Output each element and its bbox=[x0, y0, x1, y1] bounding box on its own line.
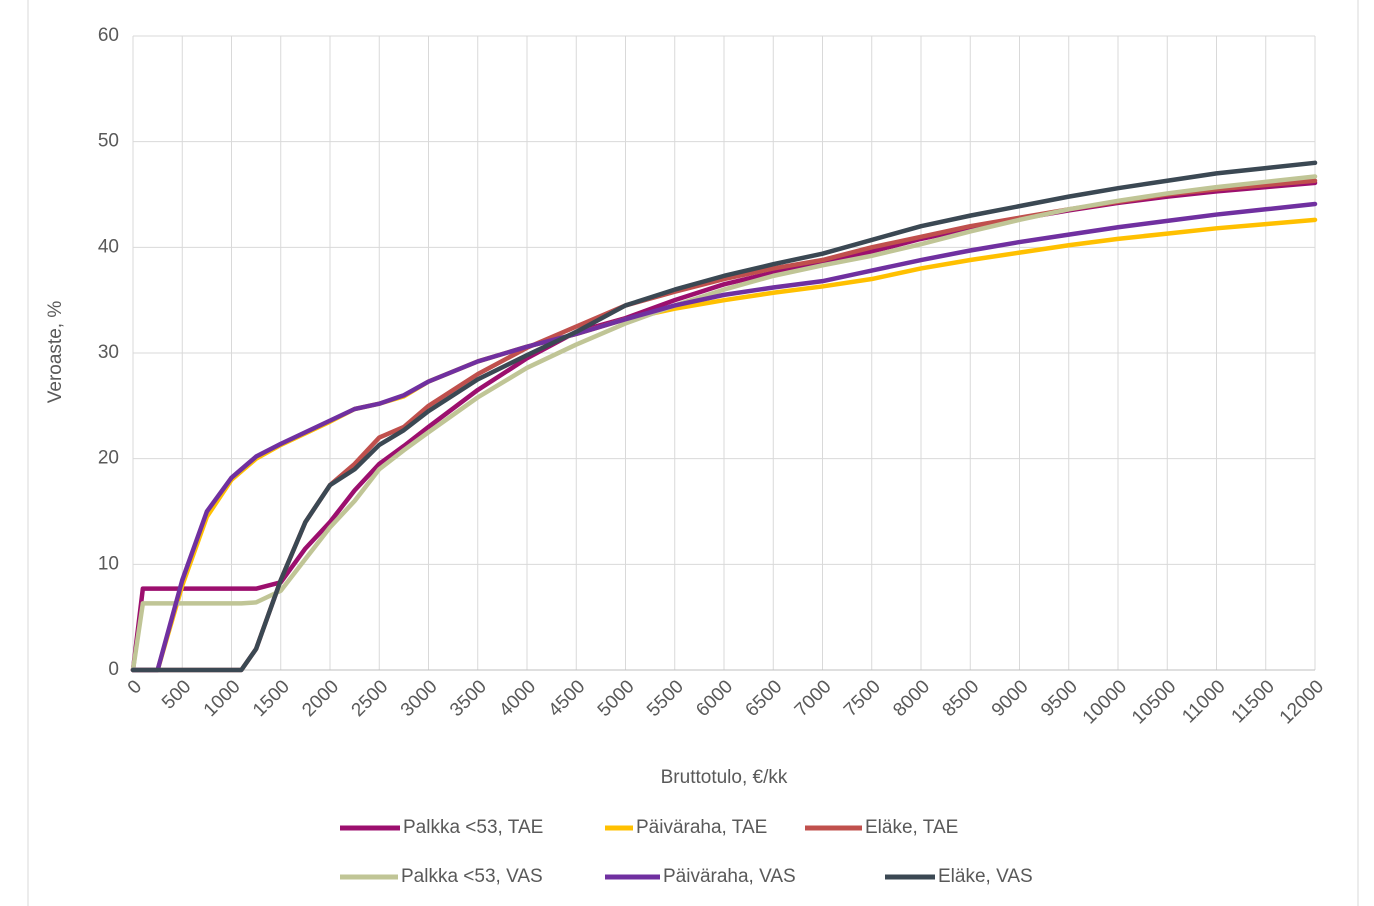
x-tick-label: 11000 bbox=[1178, 676, 1229, 727]
y-tick-label: 60 bbox=[98, 25, 119, 46]
x-tick-label: 12000 bbox=[1276, 676, 1328, 728]
x-tick-label: 10500 bbox=[1128, 676, 1180, 728]
x-tick-label: 0 bbox=[124, 676, 146, 698]
x-tick-label: 7000 bbox=[791, 676, 836, 721]
y-tick-label: 50 bbox=[98, 131, 119, 152]
legend-label: Palkka <53, VAS bbox=[401, 866, 543, 887]
y-axis-title: Veroaste, % bbox=[45, 301, 66, 404]
legend-label: Eläke, VAS bbox=[938, 866, 1033, 887]
y-tick-label: 40 bbox=[98, 236, 119, 257]
x-tick-label: 2000 bbox=[298, 676, 343, 721]
x-tick-label: 6500 bbox=[742, 676, 787, 721]
legend-label: Palkka <53, TAE bbox=[403, 817, 543, 838]
x-tick-label: 2500 bbox=[348, 676, 393, 721]
x-tick-label: 3000 bbox=[397, 676, 442, 721]
x-tick-label: 7500 bbox=[840, 676, 885, 721]
legend-label: Eläke, TAE bbox=[865, 817, 958, 838]
x-tick-label: 8000 bbox=[889, 676, 934, 721]
x-tick-label: 1000 bbox=[200, 676, 245, 721]
x-tick-label: 9500 bbox=[1037, 676, 1082, 721]
x-tick-label: 9000 bbox=[988, 676, 1033, 721]
series-line bbox=[130, 174, 1318, 673]
x-tick-label: 5000 bbox=[594, 676, 639, 721]
x-tick-label: 4500 bbox=[545, 676, 590, 721]
x-tick-label: 11500 bbox=[1228, 676, 1279, 727]
x-tick-label: 1500 bbox=[249, 676, 294, 721]
x-tick-label: 10000 bbox=[1079, 676, 1131, 728]
x-tick-label: 6000 bbox=[692, 676, 737, 721]
x-tick-label: 500 bbox=[158, 676, 195, 713]
x-tick-label: 3500 bbox=[446, 676, 491, 721]
y-tick-label: 10 bbox=[98, 553, 119, 574]
x-axis-title: Bruttotulo, €/kk bbox=[661, 767, 788, 788]
y-tick-label: 0 bbox=[108, 659, 119, 680]
y-tick-label: 20 bbox=[98, 448, 119, 469]
series-line bbox=[130, 160, 1318, 673]
series-line bbox=[130, 201, 1318, 673]
legend-label: Päiväraha, VAS bbox=[663, 866, 796, 887]
x-tick-label: 4000 bbox=[495, 676, 540, 721]
y-tick-label: 30 bbox=[98, 342, 119, 363]
x-tick-label: 8500 bbox=[939, 676, 984, 721]
x-tick-label: 5500 bbox=[643, 676, 688, 721]
legend-label: Päiväraha, TAE bbox=[636, 817, 767, 838]
